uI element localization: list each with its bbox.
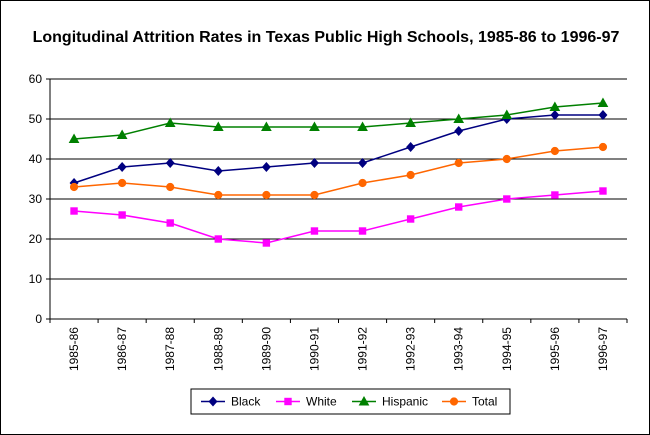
series-line-black	[73, 114, 603, 184]
data-point-hispanic	[116, 129, 128, 139]
legend-label-black: Black	[231, 395, 261, 409]
data-point-white	[70, 207, 78, 215]
x-tick-label: 1992-93	[404, 327, 418, 371]
data-point-white	[118, 211, 126, 219]
data-point-hispanic	[597, 97, 609, 107]
series-total	[69, 142, 608, 200]
data-point-total	[502, 154, 511, 164]
data-point-black	[165, 157, 175, 169]
data-point-black	[261, 161, 271, 173]
legend-label-hispanic: Hispanic	[382, 395, 428, 409]
legend-item-black: Black	[201, 395, 261, 409]
data-point-white	[503, 195, 511, 203]
data-point-black	[117, 161, 127, 173]
data-point-black	[406, 141, 416, 153]
data-point-total	[358, 178, 367, 188]
chart-title: Longitudinal Attrition Rates in Texas Pu…	[33, 29, 620, 46]
data-point-total	[69, 182, 79, 192]
series-line-white	[73, 190, 604, 244]
legend-label-white: White	[306, 395, 337, 409]
legend-item-total: Total	[442, 395, 497, 409]
data-point-hispanic	[549, 101, 561, 111]
data-point-hispanic	[212, 121, 224, 131]
data-point-white	[358, 227, 367, 235]
data-point-black	[550, 109, 560, 121]
legend-marker-hispanic	[358, 395, 370, 406]
x-tick-label: 1988-89	[211, 327, 225, 371]
series-layer	[68, 97, 609, 247]
y-tick-label: 50	[29, 112, 43, 126]
data-point-hispanic	[453, 113, 465, 123]
x-tick-label: 1990-91	[307, 327, 321, 371]
series-line-total	[73, 146, 604, 196]
data-point-white	[214, 235, 222, 243]
x-tick-label: 1991-92	[356, 327, 370, 371]
y-tick-label: 40	[29, 152, 43, 166]
y-tick-label: 60	[29, 72, 43, 86]
y-tick-label: 10	[29, 272, 43, 286]
data-point-hispanic	[164, 117, 176, 127]
x-tick-label: 1987-88	[163, 327, 177, 371]
x-tick-label: 1996-97	[596, 327, 610, 371]
data-point-hispanic	[68, 133, 80, 143]
series-hispanic	[68, 97, 609, 143]
data-point-black	[309, 157, 319, 169]
axes: 0 10 20 30 40 50 60 1985-86 1986-87 1987-88 1988-8…	[29, 72, 628, 371]
data-point-total	[214, 190, 223, 200]
data-point-total	[454, 158, 463, 168]
data-point-hispanic	[405, 117, 416, 127]
legend-item-white: White	[276, 395, 337, 409]
gridlines	[50, 78, 627, 280]
legend-item-hispanic: Hispanic	[352, 395, 428, 409]
x-tick-label: 1993-94	[452, 327, 466, 371]
data-point-hispanic	[261, 121, 272, 131]
x-tick-label: 1986-87	[115, 327, 129, 371]
data-point-total	[550, 146, 559, 156]
x-tick-label: 1985-86	[67, 327, 81, 371]
data-point-hispanic	[501, 109, 513, 119]
data-point-black	[598, 109, 608, 121]
legend-marker-white	[284, 397, 292, 406]
data-point-black	[213, 165, 223, 177]
data-point-total	[166, 182, 175, 192]
legend-label-total: Total	[472, 395, 497, 409]
data-point-total	[310, 190, 319, 200]
data-point-black	[358, 157, 368, 169]
data-point-white	[551, 191, 559, 199]
x-tick-label: 1995-96	[548, 327, 562, 371]
data-point-white	[455, 203, 463, 211]
data-point-total	[118, 178, 127, 188]
x-tick-label: 1994-95	[500, 327, 514, 371]
data-point-white	[262, 239, 271, 247]
x-tick-label: 1989-90	[259, 327, 273, 371]
y-tick-label: 20	[29, 232, 43, 246]
data-point-total	[406, 170, 415, 180]
data-point-hispanic	[357, 121, 368, 131]
data-point-total	[262, 190, 271, 200]
data-point-total	[598, 142, 608, 152]
data-point-white	[406, 215, 415, 223]
legend: Black White Hispanic Total	[190, 388, 511, 415]
data-point-white	[310, 227, 319, 235]
data-point-black	[454, 125, 464, 137]
data-point-hispanic	[309, 121, 320, 131]
series-black	[69, 109, 608, 189]
y-tick-label: 0	[35, 312, 42, 326]
series-line-hispanic	[73, 102, 604, 140]
data-point-white	[166, 219, 174, 227]
y-tick-label: 30	[29, 192, 43, 206]
legend-marker-total	[449, 397, 459, 406]
data-point-white	[599, 187, 607, 195]
legend-marker-black	[208, 396, 218, 407]
series-white	[70, 187, 607, 247]
